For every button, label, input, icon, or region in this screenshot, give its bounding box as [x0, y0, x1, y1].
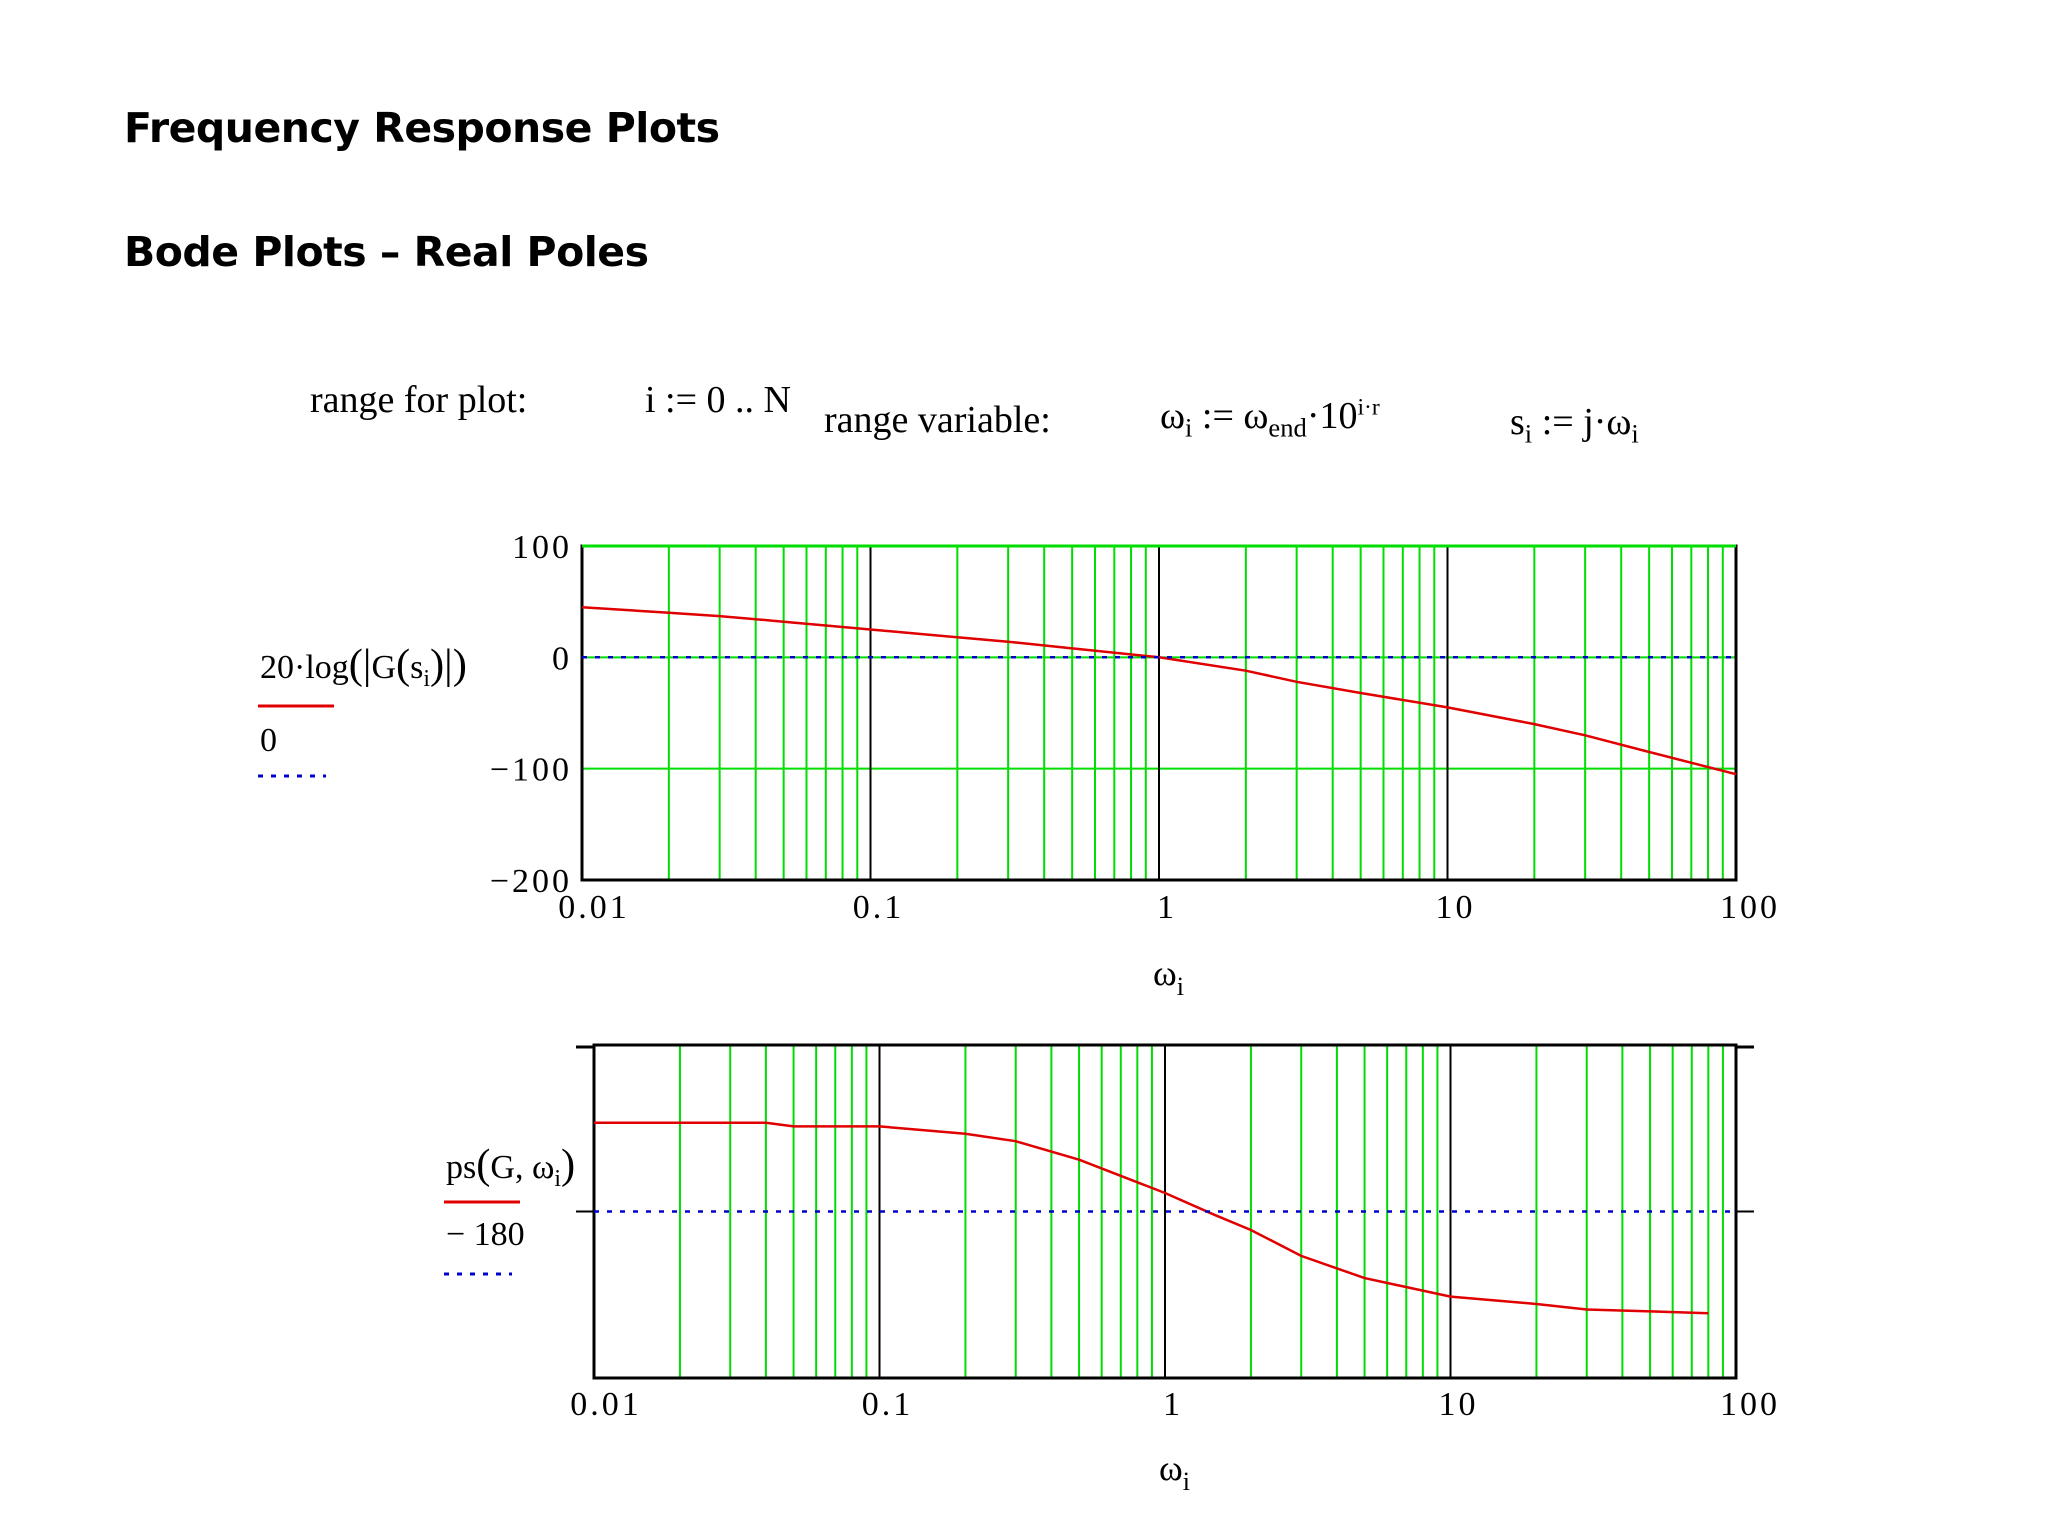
phase-legend-expression: ps(G, ωi): [446, 1141, 576, 1192]
page-title: Frequency Response Plots: [124, 104, 720, 152]
x-tick-label: 0.01: [570, 1386, 642, 1423]
phase-plot: 0.01 0.1 1 10 100 ωi: [570, 1043, 1780, 1496]
x-tick-label: 0.1: [853, 889, 905, 926]
x-tick-label: 1: [1163, 1386, 1183, 1423]
omega-definition: ωi := ωend·10i·r: [1160, 394, 1380, 443]
range-label: range for plot:: [310, 379, 528, 421]
y-tick-label: 100: [512, 529, 572, 566]
x-tick-label: 10: [1439, 1386, 1479, 1423]
x-axis-label: ωi: [1153, 953, 1184, 1001]
response-curve: [594, 1121, 1709, 1315]
magnitude-legend-expression: 20·log(|G(si)|): [260, 641, 467, 692]
range-expression: i := 0 .. N: [645, 379, 791, 421]
x-axis-label-sub: i: [1183, 1467, 1190, 1496]
x-axis-label-base: ω: [1159, 1448, 1183, 1488]
y-tick-label: −200: [490, 863, 572, 900]
x-tick-label: 100: [1720, 889, 1780, 926]
x-axis-label: ωi: [1159, 1448, 1190, 1496]
range-variable-label: range variable:: [824, 399, 1051, 441]
x-tick-label: 0.1: [862, 1386, 914, 1423]
page-subtitle: Bode Plots – Real Poles: [124, 228, 649, 276]
x-axis-label-sub: i: [1177, 972, 1184, 1001]
s-definition: si := j·ωi: [1510, 401, 1639, 449]
x-tick-label: 10: [1436, 889, 1476, 926]
y-tick-label: −100: [490, 752, 572, 789]
x-tick-label: 0.01: [558, 889, 630, 926]
x-tick-label: 1: [1157, 889, 1177, 926]
magnitude-legend-zero: 0: [260, 722, 277, 759]
y-tick-label: 0: [552, 640, 572, 677]
x-axis-label-base: ω: [1153, 953, 1177, 993]
phase-legend-ref: − 180: [446, 1216, 525, 1253]
magnitude-plot: 0.01 0.1 1 10 100 100 0 −100 −200 ωi: [490, 529, 1780, 1001]
x-tick-label: 100: [1720, 1386, 1780, 1423]
